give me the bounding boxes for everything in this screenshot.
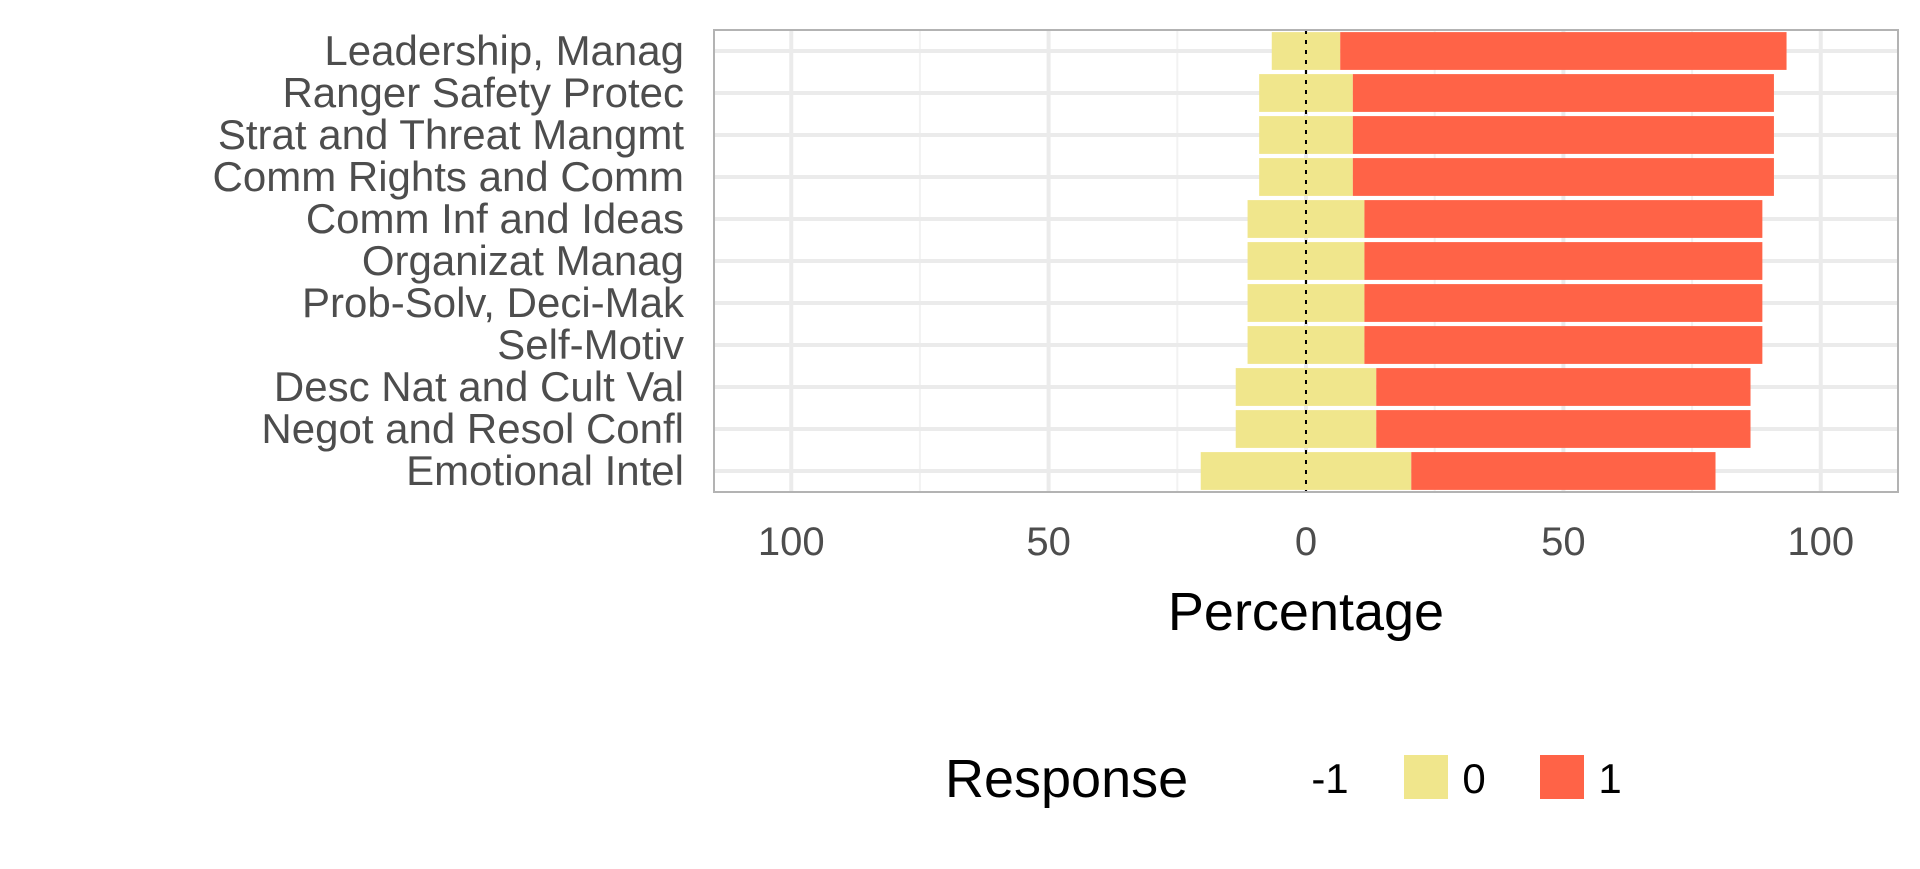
bar-neutral-3 [1259,158,1353,196]
legend-label-1: 0 [1462,755,1485,802]
bar-neutral-8 [1235,368,1377,406]
category-label: Leadership, Manag [324,27,684,74]
category-label: Emotional Intel [406,447,684,494]
bar-positive-8 [1376,368,1751,406]
x-tick-label: 100 [1787,520,1854,564]
bar-positive-0 [1340,32,1787,70]
bar-positive-6 [1364,284,1763,322]
category-label: Prob-Solv, Deci-Mak [302,279,685,326]
x-axis-title: Percentage [1168,582,1444,642]
category-label: Organizat Manag [362,237,684,284]
bar-positive-2 [1352,116,1774,154]
bar-positive-10 [1411,452,1716,490]
legend-title: Response [945,749,1188,809]
category-label: Desc Nat and Cult Val [274,363,684,410]
bar-positive-4 [1364,200,1763,238]
category-label: Comm Inf and Ideas [306,195,684,242]
bar-positive-7 [1364,326,1763,364]
legend-label-2: 1 [1598,755,1621,802]
x-tick-label: 50 [1541,520,1586,564]
bar-positive-5 [1364,242,1763,280]
bars [1200,32,1787,490]
category-label: Negot and Resol Confl [261,405,684,452]
legend: Response -1 0 1 [945,749,1622,809]
legend-label-0: -1 [1311,755,1348,802]
x-tick-labels: 100 50 0 50 100 [758,520,1854,564]
x-tick-label: 0 [1295,520,1317,564]
bar-positive-9 [1376,410,1751,448]
x-tick-label: 100 [758,520,825,564]
category-label: Self-Motiv [497,321,684,368]
category-label: Comm Rights and Comm [213,153,684,200]
legend-key-1 [1404,755,1448,799]
category-label: Ranger Safety Protec [282,69,684,116]
x-tick-label: 50 [1026,520,1071,564]
legend-key-2 [1540,755,1584,799]
bar-positive-3 [1352,158,1774,196]
bar-positive-1 [1352,74,1774,112]
panel-border [713,29,1899,493]
category-label: Strat and Threat Mangmt [218,111,684,158]
